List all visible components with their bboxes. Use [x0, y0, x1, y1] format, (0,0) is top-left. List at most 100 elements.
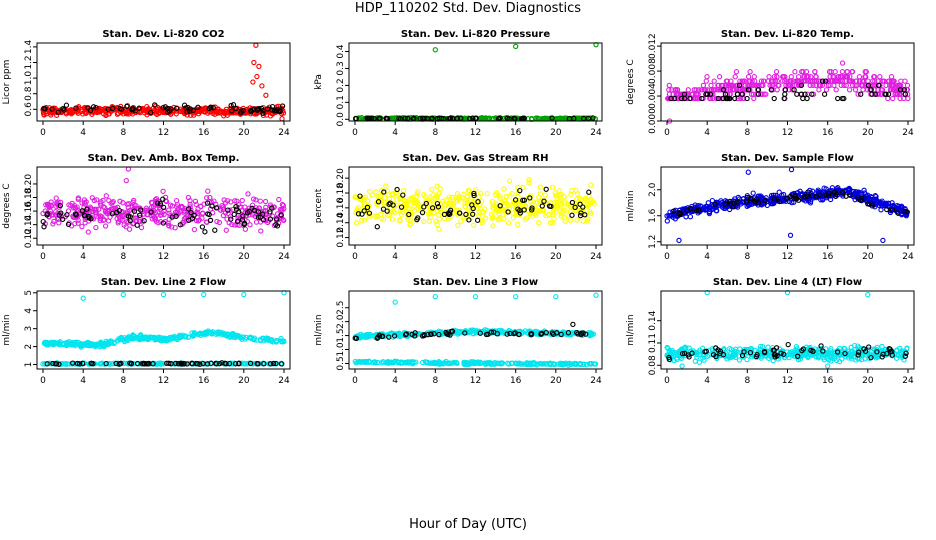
data-point: [458, 115, 464, 121]
data-point: [85, 229, 91, 235]
data-point: [425, 331, 431, 338]
data-point: [66, 202, 72, 208]
data-point: [559, 211, 565, 217]
outlier-point: [256, 63, 262, 70]
data-point: [844, 74, 851, 80]
data-point: [809, 91, 815, 97]
data-point: [759, 194, 765, 201]
data-point: [733, 346, 739, 352]
data-point: [846, 186, 852, 192]
data-point: [433, 360, 439, 366]
data-point: [132, 108, 139, 114]
data-point: [45, 211, 51, 217]
data-point: [250, 336, 256, 342]
data-point: [515, 193, 521, 200]
data-points: [40, 290, 287, 367]
data-point: [497, 206, 503, 212]
data-point: [560, 361, 566, 367]
data-point: [539, 198, 545, 204]
data-point: [81, 212, 88, 218]
data-point: [84, 206, 90, 212]
data-point: [805, 78, 811, 84]
data-point: [366, 213, 373, 219]
data-point: [582, 212, 588, 218]
outlier-point: [472, 293, 479, 300]
data-point: [835, 78, 842, 84]
data-point: [477, 330, 483, 336]
data-point: [120, 200, 126, 206]
data-point: [672, 95, 678, 102]
data-point: [550, 331, 557, 337]
data-point: [751, 74, 757, 80]
data-point: [192, 198, 199, 204]
x-tick-label: 20: [550, 252, 562, 262]
data-point: [674, 356, 680, 363]
data-point: [676, 212, 683, 218]
data-point: [574, 329, 580, 336]
data-point: [521, 115, 527, 121]
data-point: [47, 340, 53, 346]
data-point: [580, 218, 586, 224]
data-point: [546, 211, 552, 218]
data-point: [807, 344, 813, 351]
data-point: [713, 207, 719, 214]
y-tick-label: 0.012: [648, 33, 658, 59]
data-point: [399, 212, 405, 218]
data-point: [55, 109, 61, 115]
data-point: [894, 91, 900, 97]
x-tick-label: 24: [902, 252, 914, 262]
data-point: [856, 74, 863, 80]
data-point: [276, 196, 282, 203]
data-point: [105, 106, 111, 112]
data-point: [207, 217, 214, 224]
data-point: [672, 87, 679, 93]
data-point: [505, 209, 511, 215]
data-point: [274, 216, 280, 222]
data-point: [529, 207, 535, 213]
y-tick-label: 1.0: [336, 342, 346, 357]
outlier-point: [263, 92, 269, 98]
data-point: [75, 217, 81, 223]
data-point: [850, 78, 856, 84]
data-point: [98, 339, 104, 345]
data-point: [766, 74, 772, 80]
data-point: [186, 217, 192, 223]
data-point: [840, 189, 846, 195]
data-point: [148, 209, 154, 215]
data-point: [759, 91, 765, 97]
data-point: [732, 95, 738, 102]
data-point: [53, 209, 59, 215]
data-point: [51, 218, 57, 225]
data-point: [106, 339, 112, 345]
data-point: [109, 199, 116, 206]
data-point: [209, 203, 215, 209]
data-point: [730, 204, 736, 210]
x-tick-label: 16: [510, 252, 522, 262]
y-tick-label: 1.6: [648, 208, 658, 223]
data-point: [869, 201, 875, 207]
outlier-point: [593, 292, 599, 298]
data-point: [451, 359, 457, 366]
data-point: [375, 359, 381, 366]
data-point: [575, 331, 581, 337]
data-point: [497, 193, 503, 199]
series-hourly: [353, 115, 596, 122]
data-point: [521, 361, 527, 367]
data-point: [243, 212, 249, 219]
data-point: [787, 351, 794, 357]
data-point: [431, 331, 437, 337]
data-point: [461, 361, 467, 367]
data-point: [273, 108, 280, 114]
x-tick-label: 8: [120, 376, 126, 386]
data-point: [53, 195, 59, 201]
data-point: [537, 184, 544, 190]
data-point: [750, 190, 756, 196]
data-point: [852, 82, 858, 89]
data-point: [805, 189, 811, 195]
data-point: [42, 360, 48, 367]
data-point: [54, 201, 60, 208]
data-point: [257, 214, 263, 220]
data-point: [103, 193, 109, 199]
data-point: [229, 360, 235, 367]
data-point: [851, 342, 858, 349]
